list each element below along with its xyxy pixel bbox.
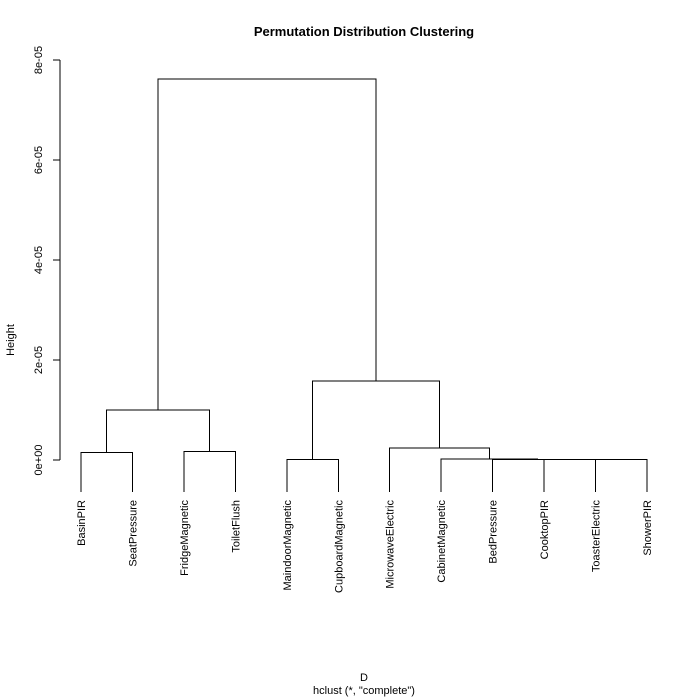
y-tick-label: 8e-05 (33, 46, 45, 74)
y-axis-label: Height (5, 324, 17, 356)
leaf-label: BedPressure (488, 500, 500, 564)
merge-link (595, 459, 648, 492)
leaf-label: CabinetMagnetic (436, 500, 448, 583)
y-tick-label: 4e-05 (33, 246, 45, 274)
merge-link (286, 459, 339, 492)
y-tick-label: 2e-05 (33, 346, 45, 374)
merge-link (492, 459, 583, 492)
leaf-label: FridgeMagnetic (179, 500, 191, 576)
merge-link (389, 447, 490, 492)
y-tick-label: 6e-05 (33, 146, 45, 174)
y-tick-label: 0e+00 (33, 445, 45, 476)
leaf-label: MaindoorMagnetic (282, 500, 294, 591)
leaf-label: ToasterElectric (591, 500, 603, 573)
merge-link (440, 458, 539, 492)
leaf-label: BasinPIR (76, 500, 88, 546)
dendrogram-links (80, 78, 648, 492)
chart-title: Permutation Distribution Clustering (254, 24, 474, 39)
clustering-method-label: hclust (*, "complete") (313, 685, 415, 697)
leaf-label: ShowerPIR (642, 500, 654, 556)
leaf-labels: BasinPIR SeatPressure FridgeMagnetic Toilet… (76, 500, 654, 593)
leaf-label: MicrowaveElectric (385, 500, 397, 589)
leaf-label: SeatPressure (127, 500, 139, 567)
merge-link (106, 409, 211, 453)
merge-link (543, 459, 622, 492)
x-axis-label: D (360, 672, 368, 684)
leaf-label: CupboardMagnetic (333, 500, 345, 593)
leaf-label: CooktopPIR (539, 500, 551, 559)
merge-link (80, 452, 133, 492)
merge-link (157, 78, 377, 410)
leaf-label: ToiletFlush (230, 500, 242, 553)
y-axis: 0e+00 2e-05 4e-05 6e-05 8e-05 (33, 46, 61, 476)
merge-link (183, 451, 236, 492)
